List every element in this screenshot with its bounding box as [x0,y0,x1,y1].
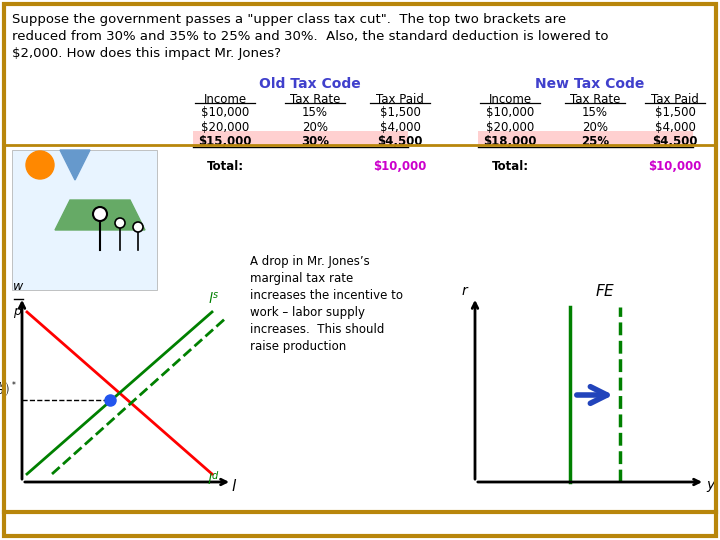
Text: $10,000: $10,000 [648,160,702,173]
Text: Income: Income [204,93,246,106]
Text: $l^d$: $l^d$ [207,470,220,488]
Text: A drop in Mr. Jones’s
marginal tax rate
increases the incentive to
work – labor : A drop in Mr. Jones’s marginal tax rate … [250,255,403,353]
Text: $4,000: $4,000 [379,121,420,134]
Text: $10,000: $10,000 [373,160,427,173]
Bar [12,150,157,290]
Text: Tax Paid: Tax Paid [376,93,424,106]
Text: 15%: 15% [302,106,328,119]
Text: New Tax Code: New Tax Code [535,77,644,91]
Text: 30%: 30% [301,135,329,148]
Text: $r$: $r$ [461,284,469,298]
Text: $10,000: $10,000 [201,106,249,119]
Text: Total:: Total: [492,160,528,173]
Text: $1,500: $1,500 [379,106,420,119]
Text: Tax Rate: Tax Rate [570,93,620,106]
Text: $20,000: $20,000 [201,121,249,134]
Text: $p$: $p$ [13,306,23,320]
Text: Total:: Total: [207,160,243,173]
Text: $4,500: $4,500 [377,135,423,148]
Text: Tax Rate: Tax Rate [290,93,340,106]
Text: $18,000: $18,000 [483,135,536,148]
Text: Suppose the government passes a "upper class tax cut".  The top two brackets are: Suppose the government passes a "upper c… [12,13,608,60]
Text: $20,000: $20,000 [486,121,534,134]
Text: $l$: $l$ [231,478,237,494]
Text: $4,500: $4,500 [652,135,698,148]
Circle shape [115,218,125,228]
Text: 25%: 25% [581,135,609,148]
Bar [478,131,693,146]
Text: $10,000: $10,000 [486,106,534,119]
Text: 20%: 20% [582,121,608,134]
Text: $15,000: $15,000 [198,135,252,148]
Bar [193,131,408,146]
Text: $y$: $y$ [706,480,716,495]
Text: Old Tax Code: Old Tax Code [259,77,361,91]
Text: Tax Paid: Tax Paid [651,93,699,106]
Text: $w$: $w$ [12,280,24,293]
Text: $FE$: $FE$ [595,283,615,299]
Polygon shape [60,150,90,180]
Text: $4,000: $4,000 [654,121,696,134]
Text: Income: Income [488,93,531,106]
Text: $\left(\frac{w}{p}\right)^*$: $\left(\frac{w}{p}\right)^*$ [0,379,17,401]
Text: $1,500: $1,500 [654,106,696,119]
Circle shape [93,207,107,221]
Circle shape [26,151,54,179]
Polygon shape [55,200,145,230]
Circle shape [133,222,143,232]
Text: 15%: 15% [582,106,608,119]
Text: $l^s$: $l^s$ [208,291,220,307]
Text: 20%: 20% [302,121,328,134]
